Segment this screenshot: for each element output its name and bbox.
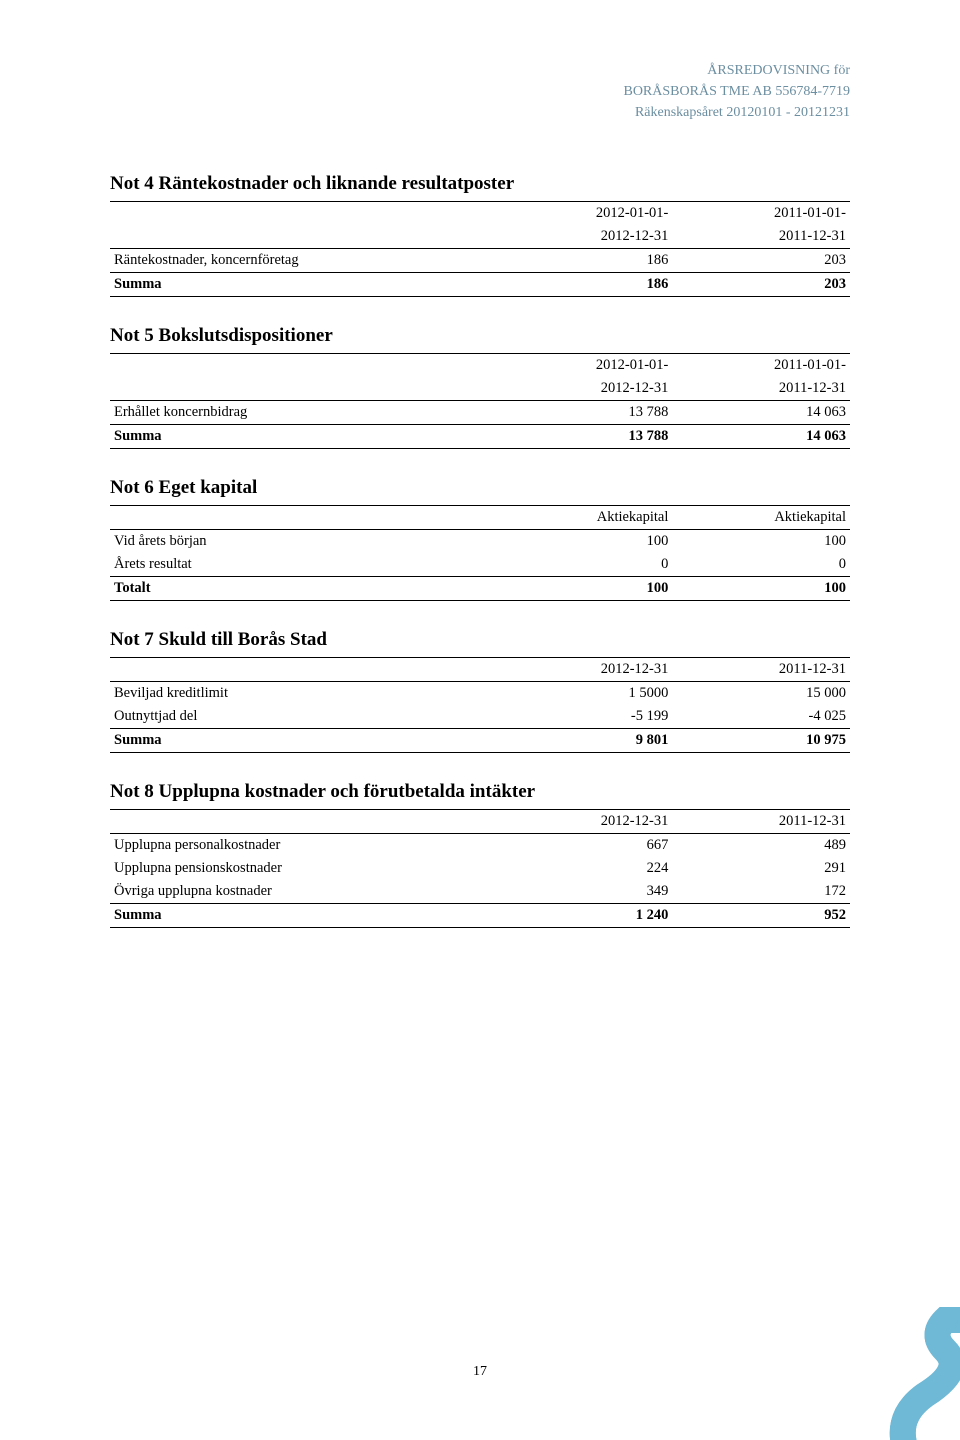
not5-row0-label: Erhållet koncernbidrag xyxy=(110,401,495,425)
not7-sum-v2: 10 975 xyxy=(672,729,850,753)
not8-sum-label: Summa xyxy=(110,904,495,928)
not6-row0-label: Vid årets början xyxy=(110,530,495,554)
not4-row0-v2: 203 xyxy=(672,249,850,273)
not6-heading: Not 6 Eget kapital xyxy=(110,477,850,499)
not8-row0-v2: 489 xyxy=(672,834,850,858)
not5-col2-a: 2011-01-01- xyxy=(672,354,850,378)
not7-col2: 2011-12-31 xyxy=(672,658,850,682)
not5-sum-v1: 13 788 xyxy=(495,425,673,449)
not4-sum-label: Summa xyxy=(110,273,495,297)
not6-sum-label: Totalt xyxy=(110,577,495,601)
not6-row0-v2: 100 xyxy=(672,530,850,554)
not5-sum-v2: 14 063 xyxy=(672,425,850,449)
not7-sum-row: Summa 9 801 10 975 xyxy=(110,729,850,753)
header-period: Räkenskapsåret 20120101 - 20121231 xyxy=(110,102,850,123)
not8-row2-label: Övriga upplupna kostnader xyxy=(110,880,495,904)
not4-col2-a: 2011-01-01- xyxy=(672,202,850,226)
not8-heading: Not 8 Upplupna kostnader och förutbetald… xyxy=(110,781,850,803)
table-row: Vid årets början 100 100 xyxy=(110,530,850,554)
page-number: 17 xyxy=(0,1364,960,1380)
not4-sum-row: Summa 186 203 xyxy=(110,273,850,297)
table-row: Outnyttjad del -5 199 -4 025 xyxy=(110,705,850,729)
table-row: Upplupna pensionskostnader 224 291 xyxy=(110,857,850,880)
not7-row1-v2: -4 025 xyxy=(672,705,850,729)
header-org-name: BoråsBorås TME AB xyxy=(623,84,771,99)
not8-sum-row: Summa 1 240 952 xyxy=(110,904,850,928)
not4-col1-b: 2012-12-31 xyxy=(495,225,673,249)
not7-sum-label: Summa xyxy=(110,729,495,753)
not7-row0-v1: 1 5000 xyxy=(495,682,673,706)
not8-row0-label: Upplupna personalkostnader xyxy=(110,834,495,858)
not5-col2-b: 2011-12-31 xyxy=(672,377,850,401)
not7-col1: 2012-12-31 xyxy=(495,658,673,682)
not6-col2: Aktiekapital xyxy=(672,506,850,530)
not6-table: Aktiekapital Aktiekapital Vid årets börj… xyxy=(110,505,850,601)
not7-sum-v1: 9 801 xyxy=(495,729,673,753)
not6-col1: Aktiekapital xyxy=(495,506,673,530)
not4-row0-label: Räntekostnader, koncernföretag xyxy=(110,249,495,273)
not7-table: 2012-12-31 2011-12-31 Beviljad kreditlim… xyxy=(110,657,850,753)
not7-row0-label: Beviljad kreditlimit xyxy=(110,682,495,706)
not4-sum-v1: 186 xyxy=(495,273,673,297)
not6-sum-row: Totalt 100 100 xyxy=(110,577,850,601)
not5-col1-b: 2012-12-31 xyxy=(495,377,673,401)
header-org-nr: 556784-7719 xyxy=(775,84,850,99)
not7-row0-v2: 15 000 xyxy=(672,682,850,706)
not8-sum-v2: 952 xyxy=(672,904,850,928)
not5-row0-v1: 13 788 xyxy=(495,401,673,425)
table-row: Erhållet koncernbidrag 13 788 14 063 xyxy=(110,401,850,425)
document-header: ÅRSREDOVISNING för BoråsBorås TME AB 556… xyxy=(110,60,850,123)
table-row: Upplupna personalkostnader 667 489 xyxy=(110,834,850,858)
header-line-2: BoråsBorås TME AB 556784-7719 xyxy=(110,81,850,102)
not4-table: 2012-01-01- 2011-01-01- 2012-12-31 2011-… xyxy=(110,201,850,297)
not5-sum-row: Summa 13 788 14 063 xyxy=(110,425,850,449)
not4-row0-v1: 186 xyxy=(495,249,673,273)
not8-col2: 2011-12-31 xyxy=(672,810,850,834)
not8-row1-v1: 224 xyxy=(495,857,673,880)
not5-row0-v2: 14 063 xyxy=(672,401,850,425)
not8-row1-v2: 291 xyxy=(672,857,850,880)
not6-sum-v2: 100 xyxy=(672,577,850,601)
not8-row0-v1: 667 xyxy=(495,834,673,858)
table-row: Årets resultat 0 0 xyxy=(110,553,850,577)
not6-row1-label: Årets resultat xyxy=(110,553,495,577)
not8-sum-v1: 1 240 xyxy=(495,904,673,928)
not6-sum-v1: 100 xyxy=(495,577,673,601)
header-line-1: ÅRSREDOVISNING för xyxy=(110,60,850,81)
not8-table: 2012-12-31 2011-12-31 Upplupna personalk… xyxy=(110,809,850,928)
not6-row1-v2: 0 xyxy=(672,553,850,577)
table-row: Övriga upplupna kostnader 349 172 xyxy=(110,880,850,904)
not8-col1: 2012-12-31 xyxy=(495,810,673,834)
not6-row0-v1: 100 xyxy=(495,530,673,554)
table-row: Räntekostnader, koncernföretag 186 203 xyxy=(110,249,850,273)
not7-heading: Not 7 Skuld till Borås Stad xyxy=(110,629,850,651)
not5-col1-a: 2012-01-01- xyxy=(495,354,673,378)
table-row: Beviljad kreditlimit 1 5000 15 000 xyxy=(110,682,850,706)
not7-row1-v1: -5 199 xyxy=(495,705,673,729)
not6-row1-v1: 0 xyxy=(495,553,673,577)
not8-row2-v1: 349 xyxy=(495,880,673,904)
not5-table: 2012-01-01- 2011-01-01- 2012-12-31 2011-… xyxy=(110,353,850,449)
not8-row2-v2: 172 xyxy=(672,880,850,904)
not4-heading: Not 4 Räntekostnader och liknande result… xyxy=(110,173,850,195)
not7-row1-label: Outnyttjad del xyxy=(110,705,495,729)
not5-heading: Not 5 Bokslutsdispositioner xyxy=(110,325,850,347)
not4-col1-a: 2012-01-01- xyxy=(495,202,673,226)
not5-sum-label: Summa xyxy=(110,425,495,449)
not8-row1-label: Upplupna pensionskostnader xyxy=(110,857,495,880)
decorative-swoosh-icon xyxy=(870,1300,960,1440)
not4-col2-b: 2011-12-31 xyxy=(672,225,850,249)
not4-sum-v2: 203 xyxy=(672,273,850,297)
